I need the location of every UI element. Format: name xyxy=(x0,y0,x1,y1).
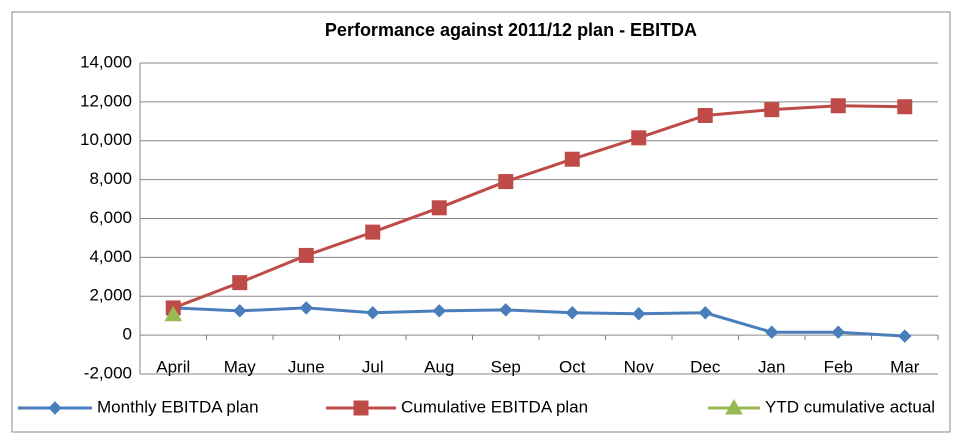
data-point xyxy=(432,304,446,318)
data-point xyxy=(831,325,845,339)
data-point xyxy=(299,301,313,315)
y-tick-label: 12,000 xyxy=(80,91,132,110)
x-tick-label: Feb xyxy=(824,357,853,376)
data-point xyxy=(298,247,314,263)
y-tick-label: -2,000 xyxy=(84,363,132,382)
legend-label: Cumulative EBITDA plan xyxy=(401,397,588,416)
legend-label: Monthly EBITDA plan xyxy=(97,397,259,416)
data-point xyxy=(765,325,779,339)
data-point xyxy=(564,151,580,167)
x-tick-label: May xyxy=(224,357,257,376)
data-point xyxy=(830,98,846,114)
data-point xyxy=(698,306,712,320)
data-point xyxy=(565,306,579,320)
data-point xyxy=(898,329,912,343)
chart-frame xyxy=(11,11,951,433)
x-tick-label: Jan xyxy=(758,357,785,376)
x-tick-label: Oct xyxy=(559,357,586,376)
data-point xyxy=(232,275,248,291)
data-point xyxy=(366,306,380,320)
data-point xyxy=(764,102,780,118)
x-tick-label: June xyxy=(288,357,325,376)
x-tick-label: Mar xyxy=(890,357,920,376)
y-tick-label: 0 xyxy=(123,325,132,344)
series-line xyxy=(172,104,905,310)
data-point xyxy=(697,107,713,123)
y-tick-label: 10,000 xyxy=(80,130,132,149)
y-tick-label: 8,000 xyxy=(89,169,132,188)
data-point xyxy=(365,224,381,240)
chart-title: Performance against 2011/12 plan - EBITD… xyxy=(325,20,697,40)
x-tick-label: Sep xyxy=(491,357,521,376)
x-tick-label: Dec xyxy=(690,357,721,376)
y-tick-label: 6,000 xyxy=(89,208,132,227)
data-point xyxy=(233,304,247,318)
y-tick-label: 4,000 xyxy=(89,247,132,266)
x-tick-label: April xyxy=(156,357,190,376)
series-line xyxy=(173,306,905,338)
legend-marker xyxy=(48,401,62,415)
data-point xyxy=(631,130,647,146)
x-tick-label: Nov xyxy=(624,357,655,376)
data-point xyxy=(431,200,447,216)
data-point xyxy=(498,174,514,190)
legend-label: YTD cumulative actual xyxy=(765,397,935,416)
y-tick-label: 2,000 xyxy=(89,286,132,305)
data-point xyxy=(632,307,646,321)
data-point xyxy=(897,99,913,115)
y-tick-label: 14,000 xyxy=(80,52,132,71)
data-point xyxy=(499,303,513,317)
data-point xyxy=(164,305,183,322)
x-tick-label: Jul xyxy=(362,357,384,376)
legend-marker xyxy=(353,400,369,416)
legend-marker xyxy=(725,398,743,415)
x-tick-label: Aug xyxy=(424,357,454,376)
